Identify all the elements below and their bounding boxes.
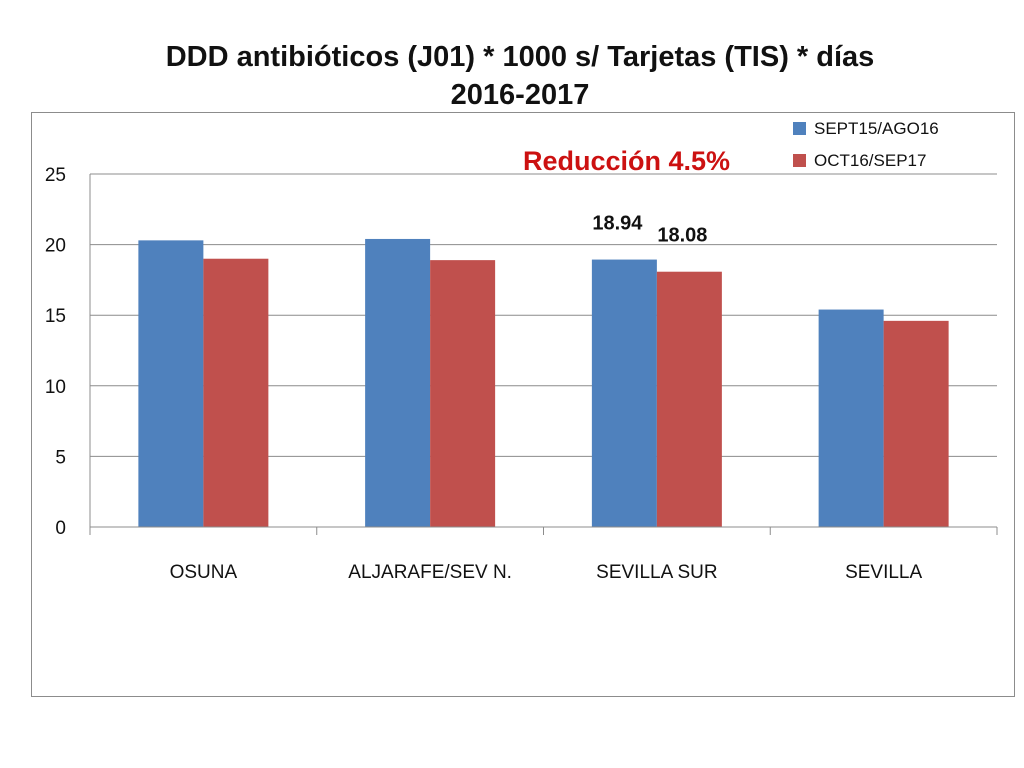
bar-1-1 xyxy=(430,260,496,527)
chart-frame xyxy=(31,112,1015,697)
y-tick-label: 0 xyxy=(55,518,66,539)
y-tick-label: 5 xyxy=(55,447,66,468)
axes: 0 5 10 15 20 25 OSUNA ALJARAFE/SEV N. SEVILLA SU… xyxy=(45,165,998,583)
bar-3-1 xyxy=(883,320,949,527)
bar-3-0 xyxy=(818,309,884,527)
x-tick-label: SEVILLA SUR xyxy=(596,562,717,583)
data-label: 18.94 xyxy=(592,213,643,235)
y-tick-label: 15 xyxy=(45,306,66,327)
y-tick-label: 20 xyxy=(45,236,66,257)
reduction-annotation: Reducción 4.5% xyxy=(523,146,730,176)
bar-0-0 xyxy=(138,240,204,527)
chart-subtitle: 2016-2017 xyxy=(450,79,590,111)
x-tick-label: SEVILLA xyxy=(845,562,922,583)
y-tick-label: 10 xyxy=(45,377,66,398)
data-labels: 18.94 18.08 xyxy=(592,213,707,247)
legend-swatch xyxy=(793,154,806,167)
legend-swatch xyxy=(793,122,806,135)
data-label: 18.08 xyxy=(657,225,707,247)
chart-title: DDD antibióticos (J01) * 1000 s/ Tarjeta… xyxy=(0,38,1024,114)
bar-1-0 xyxy=(365,238,431,527)
x-tick-label: ALJARAFE/SEV N. xyxy=(348,562,512,583)
legend-label: OCT16/SEP17 xyxy=(814,151,926,170)
y-tick-label: 25 xyxy=(45,165,66,186)
bar-2-0 xyxy=(591,259,657,527)
legend-label: SEPT15/AGO16 xyxy=(814,119,939,138)
bars xyxy=(138,238,949,527)
bar-2-1 xyxy=(656,271,722,527)
bar-0-1 xyxy=(203,258,269,527)
legend: SEPT15/AGO16 OCT16/SEP17 xyxy=(793,119,939,170)
chart-title-line: DDD antibióticos (J01) * 1000 s/ Tarjeta… xyxy=(165,41,875,73)
x-tick-label: OSUNA xyxy=(170,562,238,583)
